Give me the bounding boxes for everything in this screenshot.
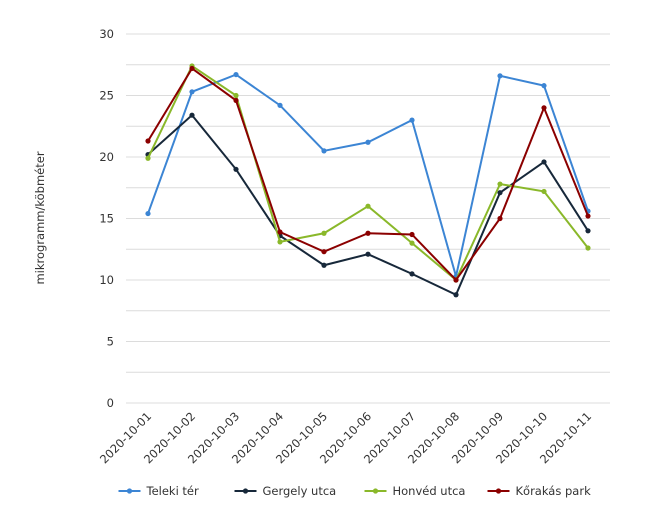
- data-point: [409, 271, 415, 277]
- data-point: [541, 105, 547, 111]
- y-tick-label: 10: [99, 273, 114, 287]
- data-point: [453, 277, 459, 283]
- y-tick-label: 5: [107, 335, 114, 349]
- data-point: [321, 230, 327, 236]
- data-point: [365, 251, 371, 257]
- y-tick-label: 15: [99, 212, 114, 226]
- y-tick-label: 30: [99, 27, 114, 41]
- data-point: [497, 190, 503, 196]
- data-point: [321, 148, 327, 154]
- data-point: [365, 203, 371, 209]
- data-point: [189, 89, 195, 95]
- series-line: [147, 73, 589, 277]
- data-point: [497, 215, 503, 222]
- data-point: [189, 65, 195, 72]
- legend-label: Kőrakás park: [516, 484, 592, 498]
- data-point: [277, 229, 283, 235]
- legend-marker: [242, 488, 249, 494]
- data-point: [233, 166, 239, 172]
- series-line: [147, 64, 589, 282]
- data-point: [189, 112, 195, 118]
- data-point: [365, 139, 371, 145]
- data-point: [541, 83, 547, 89]
- data-point: [145, 155, 151, 161]
- data-point: [541, 159, 547, 165]
- data-point: [145, 210, 151, 217]
- data-point: [585, 245, 591, 251]
- data-point: [277, 239, 283, 245]
- y-tick-label: 20: [99, 150, 114, 164]
- data-point: [321, 262, 327, 268]
- data-point: [233, 97, 239, 104]
- data-point: [365, 230, 371, 236]
- data-point: [321, 249, 327, 255]
- data-point: [409, 240, 415, 246]
- data-point: [233, 71, 239, 78]
- legend-label: Honvéd utca: [393, 484, 466, 498]
- legend-marker: [372, 488, 379, 494]
- legend-marker: [495, 488, 502, 494]
- legend-marker: [126, 488, 133, 494]
- data-point: [541, 188, 547, 195]
- data-point: [409, 231, 415, 238]
- data-point: [585, 228, 591, 234]
- legend-label: Teleki tér: [146, 484, 200, 498]
- y-axis-label: mikrogramm/köbméter: [33, 151, 47, 284]
- y-tick-label: 25: [99, 89, 114, 103]
- data-point: [497, 73, 503, 79]
- data-point: [409, 117, 415, 123]
- y-tick-label: 0: [107, 396, 114, 410]
- legend-label: Gergely utca: [263, 484, 337, 498]
- data-point: [145, 138, 151, 144]
- data-point: [233, 92, 239, 99]
- data-point: [277, 102, 283, 108]
- data-point: [453, 292, 459, 298]
- series-line: [147, 66, 589, 282]
- data-point: [585, 213, 591, 219]
- data-point: [497, 181, 503, 187]
